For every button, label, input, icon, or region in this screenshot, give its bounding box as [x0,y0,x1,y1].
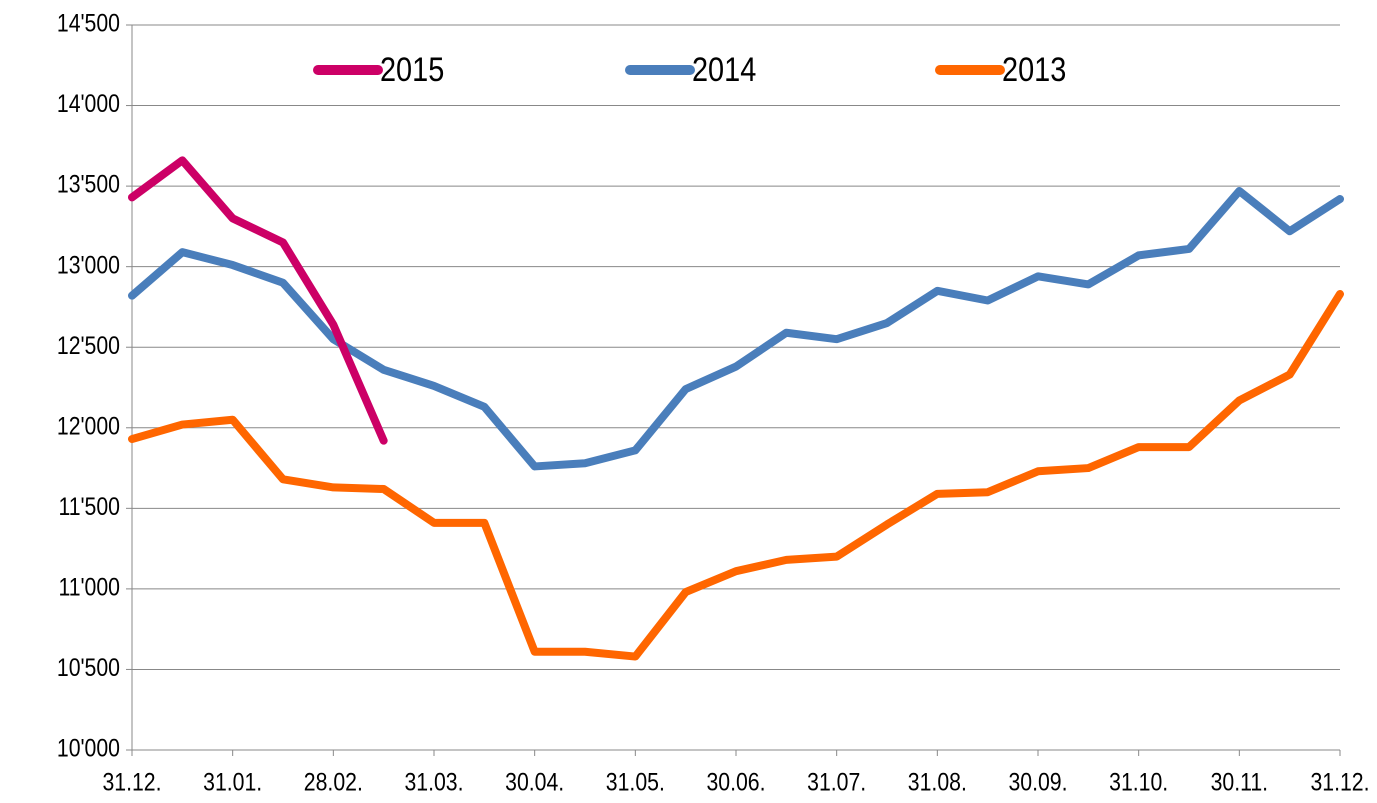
x-tick-label: 31.07. [807,768,866,796]
series-line [128,290,1344,661]
y-tick-label: 13'000 [57,251,120,279]
y-tick-label: 10'000 [57,734,120,762]
y-tick-label: 11'000 [58,573,120,601]
x-tick-label: 31.03. [404,768,463,796]
x-tick-label: 31.12. [1310,768,1369,796]
x-tick-label: 31.08. [908,768,967,796]
legend-label: 2015 [380,50,444,89]
x-tick-label: 31.10. [1109,768,1168,796]
x-tick-label: 31.01. [203,768,262,796]
x-tick-label: 28.02. [304,768,363,796]
x-tick-label: 30.04. [505,768,564,796]
y-tick-label: 12'500 [57,331,120,359]
x-tick-label: 30.11. [1211,768,1268,796]
series-line [128,186,1344,471]
x-tick-label: 30.06. [706,768,765,796]
legend-label: 2014 [692,50,756,89]
x-tick-label: 30.09. [1008,768,1067,796]
y-tick-label: 11'500 [58,492,120,520]
y-tick-label: 13'500 [57,170,120,198]
series-line [128,156,388,445]
x-tick-label: 31.05. [606,768,665,796]
y-tick-label: 14'000 [57,90,120,118]
x-tick-label: 31.12. [102,768,161,796]
legend: 2015 2014 2013 [313,50,1066,89]
legend-label: 2013 [1002,50,1066,89]
y-tick-label: 12'000 [57,412,120,440]
y-tick-label: 10'500 [57,653,120,681]
y-tick-label: 14'500 [57,9,120,37]
